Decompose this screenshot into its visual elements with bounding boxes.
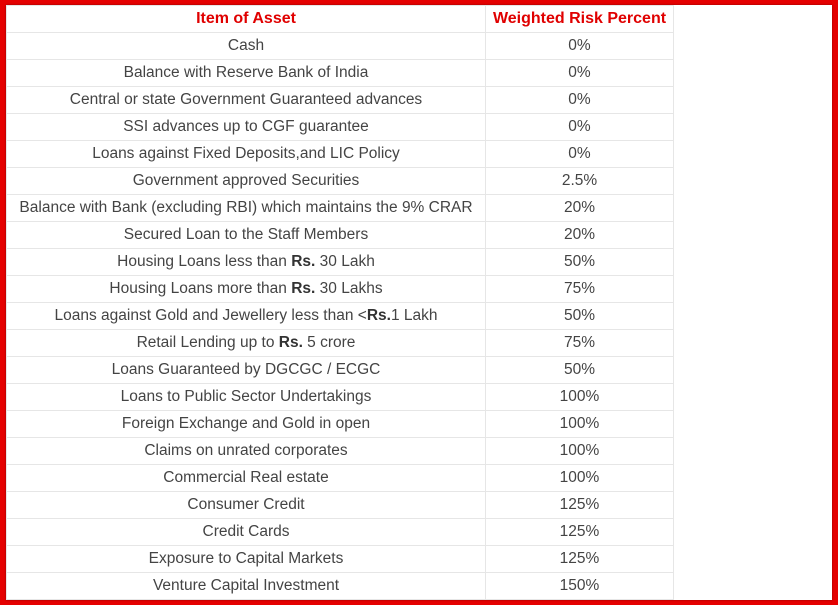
table-row: Consumer Credit 125%	[6, 491, 674, 519]
asset-text: Government approved Securities	[132, 172, 360, 189]
asset-cell: Consumer Credit	[6, 491, 486, 519]
risk-percent-cell: 125%	[485, 491, 674, 519]
table-row: SSI advances up to CGF guarantee 0%	[6, 113, 674, 141]
asset-cell: Commercial Real estate	[6, 464, 486, 492]
document-frame: Item of Asset Weighted Risk Percent Cash…	[6, 5, 832, 600]
header-item-of-asset: Item of Asset	[6, 5, 486, 33]
asset-cell: Claims on unrated corporates	[6, 437, 486, 465]
risk-percent-cell: 100%	[485, 437, 674, 465]
risk-percent-cell: 0%	[485, 113, 674, 141]
asset-text: Housing Loans less than	[117, 253, 292, 270]
asset-cell: Balance with Bank (excluding RBI) which …	[6, 194, 486, 222]
table-row: Venture Capital Investment 150%	[6, 572, 674, 600]
table-row: Credit Cards 125%	[6, 518, 674, 546]
asset-cell: SSI advances up to CGF guarantee	[6, 113, 486, 141]
asset-cell: Housing Loans more than Rs. 30 Lakhs	[6, 275, 486, 303]
risk-percent-cell: 75%	[485, 275, 674, 303]
asset-cell: Housing Loans less than Rs. 30 Lakh	[6, 248, 486, 276]
asset-text: Loans to Public Sector Undertakings	[120, 388, 372, 405]
asset-text: 1 Lakh	[390, 307, 438, 324]
asset-text: Balance with Bank (excluding RBI) which …	[19, 199, 473, 216]
asset-text: Venture Capital Investment	[152, 577, 340, 594]
risk-percent-cell: 0%	[485, 140, 674, 168]
asset-text: 30 Lakh	[315, 253, 375, 270]
asset-text: Secured Loan to the Staff Members	[123, 226, 369, 243]
asset-cell: Retail Lending up to Rs. 5 crore	[6, 329, 486, 357]
asset-cell: Government approved Securities	[6, 167, 486, 195]
risk-percent-cell: 75%	[485, 329, 674, 357]
table-row: Loans Guaranteed by DGCGC / ECGC 50%	[6, 356, 674, 384]
table-row: Loans against Fixed Deposits,and LIC Pol…	[6, 140, 674, 168]
table-row: Commercial Real estate 100%	[6, 464, 674, 492]
table-row: Secured Loan to the Staff Members 20%	[6, 221, 674, 249]
table-row: Housing Loans less than Rs. 30 Lakh 50%	[6, 248, 674, 276]
risk-percent-cell: 100%	[485, 464, 674, 492]
risk-percent-cell: 50%	[485, 356, 674, 384]
asset-text: SSI advances up to CGF guarantee	[123, 118, 369, 135]
asset-cell: Credit Cards	[6, 518, 486, 546]
currency-label: Rs.	[291, 253, 316, 270]
risk-percent-cell: 50%	[485, 302, 674, 330]
asset-cell: Loans against Gold and Jewellery less th…	[6, 302, 486, 330]
risk-percent-cell: 0%	[485, 86, 674, 114]
asset-cell: Secured Loan to the Staff Members	[6, 221, 486, 249]
risk-percent-cell: 125%	[485, 545, 674, 573]
currency-label: Rs.	[278, 334, 303, 351]
risk-percent-cell: 2.5%	[485, 167, 674, 195]
risk-percent-cell: 125%	[485, 518, 674, 546]
asset-text: Balance with Reserve Bank of India	[123, 64, 369, 81]
risk-percent-cell: 0%	[485, 59, 674, 87]
table-row: Balance with Bank (excluding RBI) which …	[6, 194, 674, 222]
asset-text: Commercial Real estate	[163, 469, 329, 486]
risk-percent-cell: 100%	[485, 410, 674, 438]
risk-percent-cell: 100%	[485, 383, 674, 411]
asset-text: Credit Cards	[202, 523, 290, 540]
asset-text: Claims on unrated corporates	[144, 442, 348, 459]
asset-text: 30 Lakhs	[315, 280, 383, 297]
asset-text: Consumer Credit	[187, 496, 305, 513]
asset-text: Loans against Fixed Deposits,and LIC Pol…	[92, 145, 400, 162]
table-row: Exposure to Capital Markets 125%	[6, 545, 674, 573]
risk-weight-table: Item of Asset Weighted Risk Percent Cash…	[6, 5, 674, 600]
asset-text: Housing Loans more than	[109, 280, 292, 297]
asset-cell: Exposure to Capital Markets	[6, 545, 486, 573]
asset-cell: Loans to Public Sector Undertakings	[6, 383, 486, 411]
asset-cell: Loans Guaranteed by DGCGC / ECGC	[6, 356, 486, 384]
asset-text: Exposure to Capital Markets	[148, 550, 344, 567]
asset-text: Retail Lending up to	[136, 334, 279, 351]
asset-cell: Cash	[6, 32, 486, 60]
table-row: Central or state Government Guaranteed a…	[6, 86, 674, 114]
asset-text: Foreign Exchange and Gold in open	[121, 415, 371, 432]
currency-label: Rs.	[366, 307, 391, 324]
table-row: Housing Loans more than Rs. 30 Lakhs 75%	[6, 275, 674, 303]
table-row: Loans to Public Sector Undertakings 100%	[6, 383, 674, 411]
asset-cell: Foreign Exchange and Gold in open	[6, 410, 486, 438]
risk-percent-cell: 20%	[485, 221, 674, 249]
asset-cell: Central or state Government Guaranteed a…	[6, 86, 486, 114]
asset-text: Loans Guaranteed by DGCGC / ECGC	[111, 361, 381, 378]
risk-percent-cell: 20%	[485, 194, 674, 222]
header-weighted-risk-percent: Weighted Risk Percent	[485, 5, 674, 33]
risk-percent-cell: 0%	[485, 32, 674, 60]
table-row: Loans against Gold and Jewellery less th…	[6, 302, 674, 330]
risk-percent-cell: 150%	[485, 572, 674, 600]
table-header-row: Item of Asset Weighted Risk Percent	[6, 5, 674, 33]
table-row: Foreign Exchange and Gold in open 100%	[6, 410, 674, 438]
table-row: Balance with Reserve Bank of India 0%	[6, 59, 674, 87]
asset-cell: Loans against Fixed Deposits,and LIC Pol…	[6, 140, 486, 168]
table-row: Retail Lending up to Rs. 5 crore 75%	[6, 329, 674, 357]
asset-cell: Balance with Reserve Bank of India	[6, 59, 486, 87]
asset-cell: Venture Capital Investment	[6, 572, 486, 600]
asset-text: Loans against Gold and Jewellery less th…	[54, 307, 367, 324]
asset-text: 5 crore	[302, 334, 356, 351]
asset-text: Cash	[227, 37, 265, 54]
table-row: Cash 0%	[6, 32, 674, 60]
asset-text: Central or state Government Guaranteed a…	[69, 91, 423, 108]
table-row: Claims on unrated corporates 100%	[6, 437, 674, 465]
currency-label: Rs.	[291, 280, 316, 297]
table-row: Government approved Securities 2.5%	[6, 167, 674, 195]
risk-percent-cell: 50%	[485, 248, 674, 276]
